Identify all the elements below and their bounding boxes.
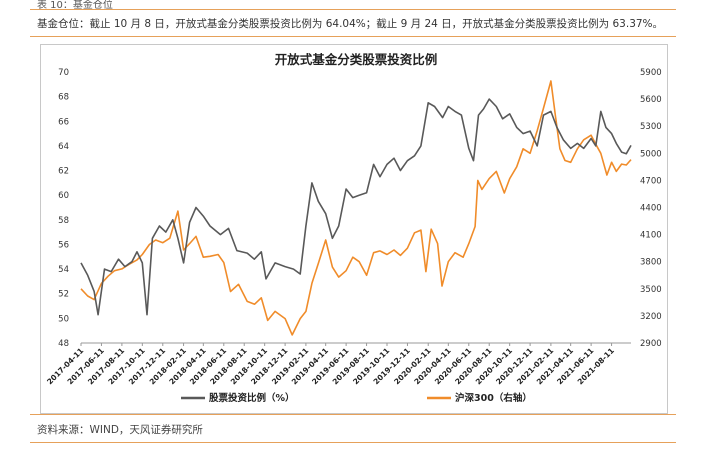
legend-label: 股票投资比例（%） xyxy=(209,392,295,404)
y-left-tick-label: 64 xyxy=(58,142,69,152)
y-left-tick-label: 70 xyxy=(58,68,69,78)
y-left-tick-label: 58 xyxy=(58,216,69,226)
y-right-tick-label: 5900 xyxy=(640,68,662,78)
chart-divider xyxy=(30,414,676,415)
y-right-tick-label: 5600 xyxy=(640,95,662,105)
y-left-tick-label: 52 xyxy=(58,290,69,300)
bottom-divider xyxy=(30,442,676,443)
y-left-tick-label: 62 xyxy=(58,167,69,177)
summary-text: 基金仓位：截止 10 月 8 日，开放式基金分类股票投资比例为 64.04%；截… xyxy=(37,18,664,30)
source-note: 资料来源：WIND，天风证券研究所 xyxy=(37,424,203,436)
y-right-tick-label: 2900 xyxy=(640,339,662,349)
y-left-tick-label: 56 xyxy=(58,240,69,250)
y-right-tick-label: 3200 xyxy=(640,312,662,322)
y-left-tick-label: 50 xyxy=(58,314,69,324)
legend: 股票投资比例（%） 沪深300（右轴） xyxy=(181,392,532,404)
y-left-tick-label: 48 xyxy=(58,339,69,349)
y-right-tick-label: 4400 xyxy=(640,204,662,214)
series-line-fund-ratio xyxy=(80,98,632,316)
legend-label: 沪深300（右轴） xyxy=(455,392,532,404)
y-right-tick-label: 3500 xyxy=(640,285,662,295)
series-layer xyxy=(80,80,632,336)
chart-title: 开放式基金分类股票投资比例 xyxy=(275,52,438,67)
y-left-tick-label: 68 xyxy=(58,93,69,103)
y-right-tick-label: 4700 xyxy=(640,176,662,186)
y-right-tick-label: 3800 xyxy=(640,258,662,268)
axes-layer: 48 50 52 54 56 58 60 62 64 66 68 70 2900 3200 3500 3800… xyxy=(45,68,662,386)
y-right-tick-label: 4100 xyxy=(640,231,662,241)
y-right-tick-label: 5000 xyxy=(640,149,662,159)
y-left-tick-label: 60 xyxy=(58,191,69,201)
summary-divider xyxy=(30,36,676,37)
table-caption: 表 10：基金仓位 xyxy=(37,0,113,11)
chart-frame: 开放式基金分类股票投资比例 48 50 52 54 56 58 60 62 64 66 68 70 29… xyxy=(40,44,668,414)
series-line-hs300 xyxy=(80,80,632,336)
fund-position-chart: 开放式基金分类股票投资比例 48 50 52 54 56 58 60 62 64 66 68 70 29… xyxy=(45,52,662,404)
y-right-tick-label: 5300 xyxy=(640,122,662,132)
y-left-tick-label: 66 xyxy=(58,117,69,127)
y-left-tick-label: 54 xyxy=(58,265,69,275)
top-divider xyxy=(30,9,676,10)
